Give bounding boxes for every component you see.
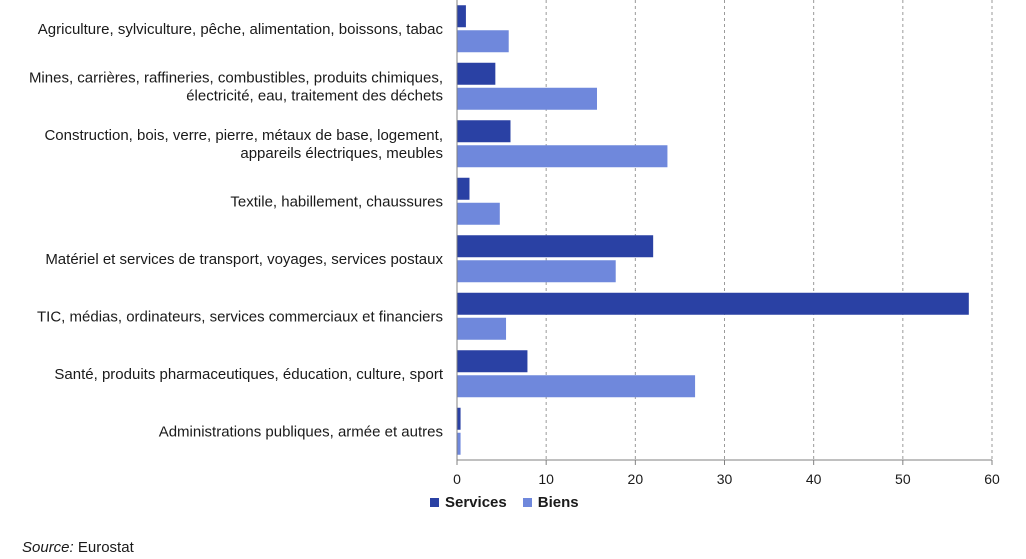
x-tick-label: 30: [717, 471, 733, 487]
category-label: Administrations publiques, armée et autr…: [159, 423, 443, 440]
category-label: TIC, médias, ordinateurs, services comme…: [37, 308, 443, 325]
source-text: Eurostat: [77, 539, 134, 556]
legend-item-services: Services: [430, 494, 507, 511]
legend: Services Biens: [430, 494, 595, 511]
bar-services: [457, 235, 654, 258]
legend-label-biens: Biens: [537, 494, 579, 511]
bar-biens: [457, 317, 507, 340]
category-label: Agriculture, sylviculture, pêche, alimen…: [38, 21, 444, 38]
category-label: Mines, carrières, raffineries, combustib…: [29, 69, 443, 104]
category-label: Santé, produits pharmaceutiques, éducati…: [54, 366, 443, 383]
category-label: Construction, bois, verre, pierre, métau…: [44, 127, 443, 162]
bar-services: [457, 177, 470, 200]
bar-chart: Agriculture, sylviculture, pêche, alimen…: [29, 0, 1000, 487]
bar-services: [457, 350, 528, 373]
x-tick-label: 40: [806, 471, 822, 487]
x-tick-label: 0: [453, 471, 461, 487]
category-label: Matériel et services de transport, voyag…: [45, 251, 443, 268]
category-label: Textile, habillement, chaussures: [230, 193, 443, 210]
bar-biens: [457, 30, 509, 53]
bar-biens: [457, 375, 696, 398]
source-label: Source:: [22, 539, 74, 556]
legend-item-biens: Biens: [522, 494, 579, 511]
bar-biens: [457, 260, 616, 283]
bar-biens: [457, 145, 668, 168]
legend-label-services: Services: [445, 494, 507, 511]
bar-biens: [457, 432, 461, 455]
bar-services: [457, 5, 466, 28]
bar-services: [457, 292, 969, 315]
x-tick-label: 10: [538, 471, 554, 487]
bar-services: [457, 120, 511, 143]
x-tick-label: 60: [984, 471, 1000, 487]
bar-services: [457, 407, 461, 430]
source-note: Source: Eurostat: [22, 539, 134, 556]
bar-biens: [457, 202, 500, 225]
x-tick-label: 50: [895, 471, 911, 487]
x-tick-label: 20: [628, 471, 644, 487]
bar-services: [457, 62, 496, 85]
legend-swatch-biens: [522, 498, 532, 507]
bar-biens: [457, 87, 597, 110]
legend-swatch-services: [430, 498, 439, 507]
